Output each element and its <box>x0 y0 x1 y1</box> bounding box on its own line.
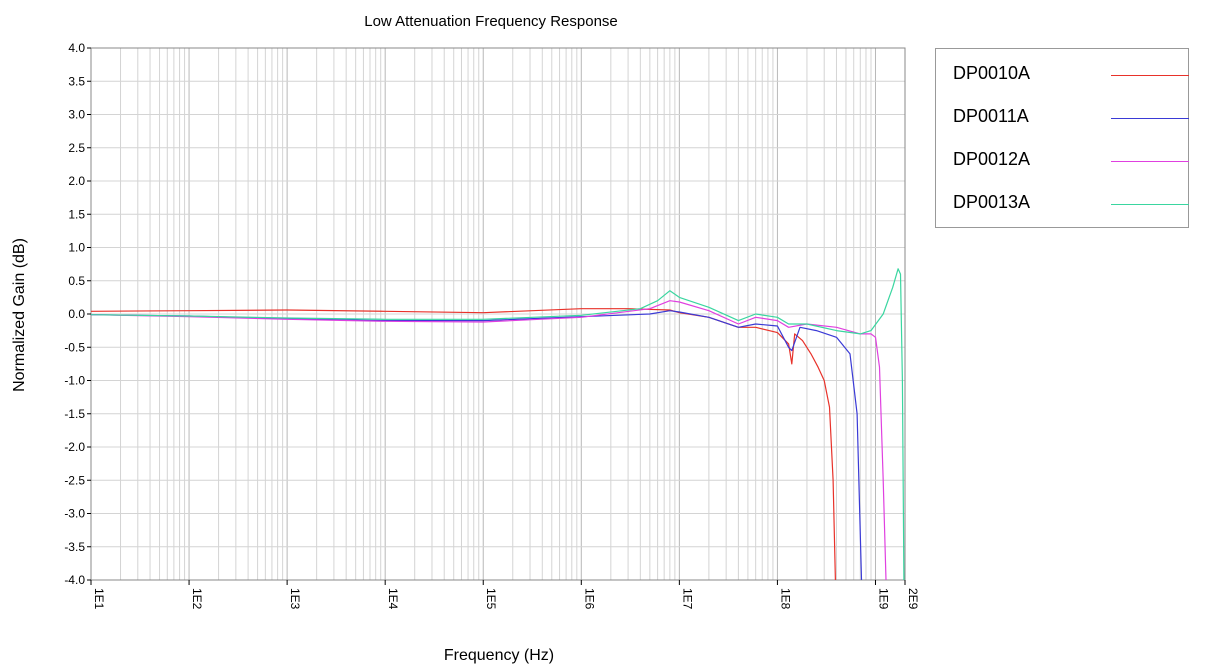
legend-label: DP0011A <box>953 106 1029 126</box>
x-tick-label: 1E7 <box>680 588 694 610</box>
x-axis-label: Frequency (Hz) <box>444 647 554 664</box>
y-tick-label: -1.5 <box>64 407 85 421</box>
legend-label: DP0010A <box>953 63 1031 83</box>
series-group <box>90 268 905 581</box>
x-tick-label: 1E3 <box>288 588 302 610</box>
y-axis-label: Normalized Gain (dB) <box>11 238 28 392</box>
y-tick-label: 0.5 <box>68 274 85 288</box>
legend-label: DP0013A <box>953 192 1031 212</box>
y-tick-label: -0.5 <box>64 340 85 354</box>
legend-swatch <box>1111 204 1189 205</box>
y-tick-label: -3.0 <box>64 507 85 521</box>
legend: DP0010A DP0011A DP0012A DP0013A <box>935 48 1189 228</box>
y-tick-label: -2.5 <box>64 473 85 487</box>
y-tick-label: 1.0 <box>68 241 85 255</box>
y-tick-label: -2.0 <box>64 440 85 454</box>
y-tick-label: 3.5 <box>68 74 85 88</box>
y-tick-label: 3.0 <box>68 108 85 122</box>
chart-title: Low Attenuation Frequency Response <box>364 13 618 30</box>
legend-item-dp0011a: DP0011A <box>953 104 1189 134</box>
series-line-dp0012a <box>90 300 887 581</box>
grid <box>90 47 906 581</box>
tick-labels: 4.0 3.5 3.0 2.5 2.0 1.5 1.0 0.5 0.0 -0.5 -1.0 -1.5 -… <box>64 41 920 610</box>
y-tick-label: 2.0 <box>68 174 85 188</box>
x-tick-label: 1E1 <box>92 588 106 610</box>
legend-swatch <box>1111 161 1189 162</box>
y-tick-label: 4.0 <box>68 41 85 55</box>
y-tick-label: 1.5 <box>68 207 85 221</box>
x-tick-label: 1E5 <box>484 588 498 610</box>
legend-swatch <box>1111 118 1189 119</box>
y-tick-label: -4.0 <box>64 573 85 587</box>
x-tick-label: 1E2 <box>190 588 204 610</box>
legend-item-dp0013a: DP0013A <box>953 190 1189 220</box>
series-line-dp0011a <box>90 310 863 581</box>
series-line-dp0010a <box>90 308 836 581</box>
legend-label: DP0012A <box>953 149 1031 169</box>
x-tick-label: 2E9 <box>906 588 920 610</box>
series-line-dp0013a <box>90 268 905 581</box>
x-tick-label: 1E4 <box>386 588 400 610</box>
legend-item-dp0012a: DP0012A <box>953 147 1189 177</box>
y-tick-label: -3.5 <box>64 540 85 554</box>
legend-item-dp0010a: DP0010A <box>953 61 1189 91</box>
y-tick-label: 0.0 <box>68 307 85 321</box>
x-tick-label: 1E8 <box>778 588 792 610</box>
y-tick-label: 2.5 <box>68 141 85 155</box>
y-tick-label: -1.0 <box>64 374 85 388</box>
x-tick-label: 1E6 <box>582 588 596 610</box>
x-tick-label: 1E9 <box>876 588 890 610</box>
legend-swatch <box>1111 75 1189 76</box>
